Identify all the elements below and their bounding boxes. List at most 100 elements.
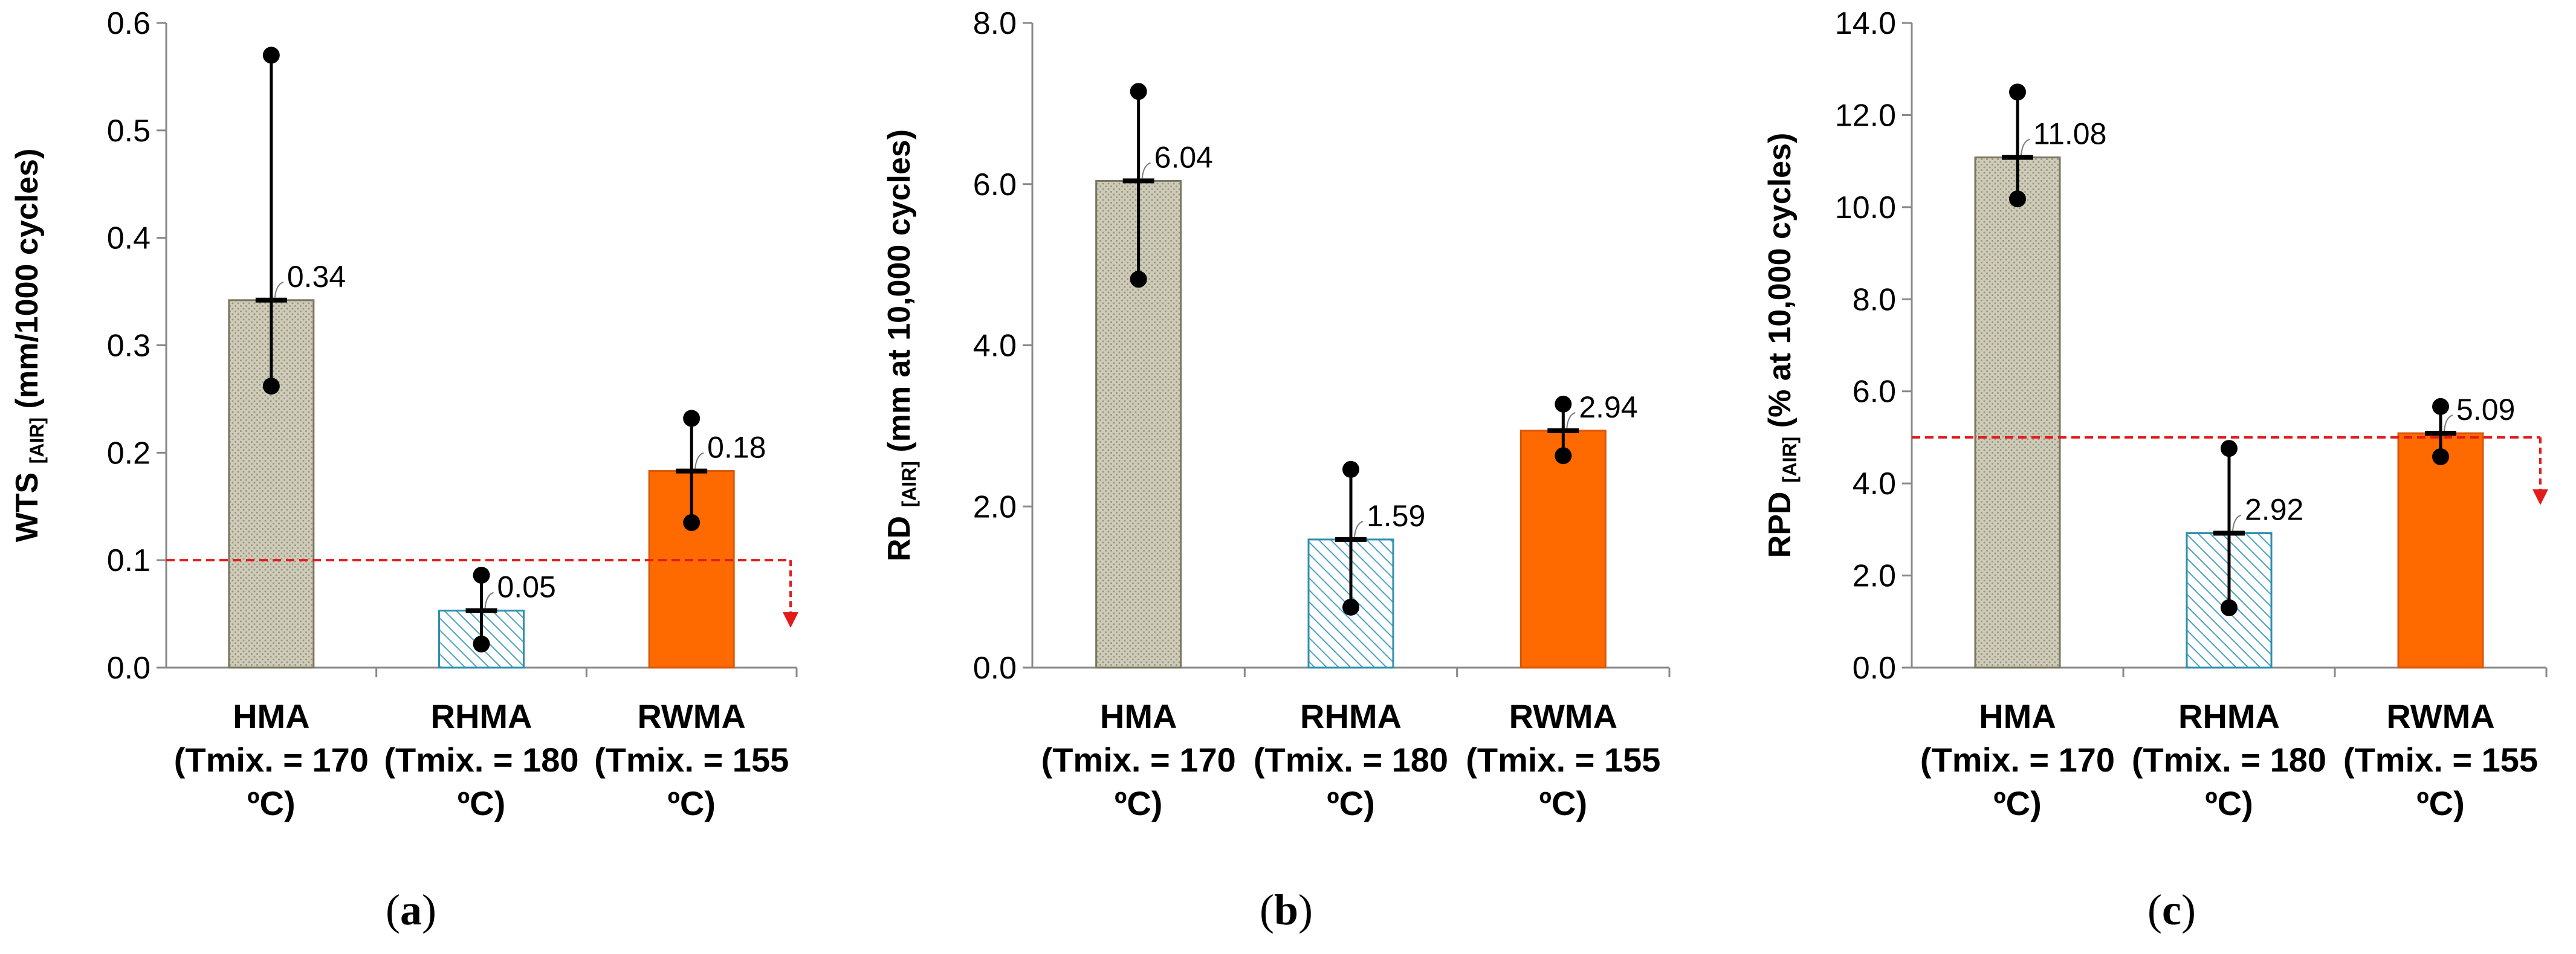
y-tick-label: 14.0 [1835,6,1896,41]
error-max-point [683,410,701,427]
y-axis-label-subscript: [AIR] [26,417,48,463]
data-label-leader [694,452,704,469]
category-label: ºC) [1115,784,1163,822]
y-tick-label: 0.4 [107,221,150,256]
data-label-leader [2232,514,2242,531]
panel-label-open: ( [386,886,400,934]
category-label: ºC) [667,784,716,822]
y-tick-label: 0.2 [107,436,150,471]
data-label-leader [274,281,284,298]
panel-label-letter: b [1274,886,1298,934]
category-label: ºC) [1327,784,1375,822]
y-axis-label: WTS [AIR] (mm/1000 cycles) [10,149,48,543]
data-label-leader [2021,138,2030,155]
panel-label-open: ( [2147,886,2162,934]
category-label: HMA [1979,697,2056,735]
data-label-leader [1354,520,1364,538]
category-label: (Tmix. = 155 [1466,741,1660,779]
data-label: 2.92 [2245,492,2303,526]
chart-panel-a: 0.0 0.1 0.2 0.3 0.4 0.5 0.6 WTS [AIR] (mm/1000 … [10,6,798,934]
data-label: 0.34 [287,260,346,294]
y-axis-label-main: RPD [1762,483,1798,558]
panel-label-close: ) [1298,886,1313,934]
y-tick-label: 8.0 [1853,282,1896,317]
error-min-point [1130,271,1147,288]
data-label: 5.09 [2456,393,2515,427]
threshold-arrow-head [783,612,798,628]
category-label: HMA [233,697,310,735]
category-label: (Tmix. = 170 [1041,741,1236,779]
error-max-point [1130,83,1147,100]
category-label: (Tmix. = 180 [2132,741,2326,779]
y-axis-label-subscript: [AIR] [898,461,920,507]
y-axis-label-unit: (mm at 10,000 cycles) [882,129,917,461]
chart-panel-c: 0.0 2.0 4.0 6.0 8.0 10.0 12.0 14.0 RPD [AIR] (% … [1762,6,2548,934]
y-tick-label: 12.0 [1835,98,1896,133]
category-label: RWMA [2386,697,2494,735]
y-tick-label: 0.3 [107,329,150,364]
panel-label: (a) [386,886,436,934]
panel-label: (b) [1260,886,1313,934]
category-label: RWMA [1509,697,1617,735]
error-min-point [1342,598,1359,616]
category-label: (Tmix. = 170 [1920,741,2115,779]
y-axis-label-unit: (mm/1000 cycles) [10,149,45,417]
bar-rwma [1519,430,1607,669]
error-min-point [1555,447,1572,465]
y-tick-label: 4.0 [973,329,1017,364]
data-label-leader [2444,414,2453,431]
y-tick-label: 6.0 [1853,375,1896,410]
data-label: 11.08 [2033,117,2106,151]
y-tick-label: 2.0 [1853,559,1896,594]
y-axis-label-subscript: [AIR] [1779,437,1801,483]
category-label: (Tmix. = 180 [384,741,578,779]
category-label: ºC) [458,784,506,822]
panel-label: (c) [2147,886,2196,934]
data-label: 6.04 [1154,140,1213,174]
category-label: (Tmix. = 155 [2343,741,2538,779]
panel-label-close: ) [422,886,436,934]
category-label: RHMA [1300,697,1402,735]
y-tick-label: 0.0 [107,651,150,686]
error-min-point [2009,190,2026,208]
error-max-point [2432,398,2449,415]
category-label: ºC) [2416,784,2465,822]
y-tick-label: 6.0 [973,167,1017,202]
panel-label-open: ( [1260,886,1274,934]
data-label-leader [1566,411,1576,428]
y-axis-label-main: WTS [10,463,45,542]
category-label: (Tmix. = 155 [594,741,789,779]
bar-rwma [648,470,735,669]
error-min-point [2221,599,2238,616]
data-label: 1.59 [1367,499,1425,533]
category-label: RHMA [431,697,532,735]
category-label: ºC) [1993,784,2042,822]
data-label: 0.05 [497,570,556,604]
category-label: ºC) [247,784,296,822]
y-tick-label: 4.0 [1853,466,1896,501]
y-tick-label: 0.0 [1853,651,1896,686]
category-label: ºC) [1539,784,1588,822]
chart-panel-b: 0.0 2.0 4.0 6.0 8.0 RD [AIR] (mm at 10,000 cy… [882,6,1671,934]
panel-label-close: ) [2181,886,2196,934]
y-axis-label-unit: (% at 10,000 cycles) [1762,133,1798,437]
y-tick-label: 0.5 [107,114,150,149]
y-tick-label: 0.6 [107,6,150,41]
error-max-point [2221,440,2238,457]
error-max-point [473,567,490,584]
y-axis-label: RPD [AIR] (% at 10,000 cycles) [1762,133,1801,558]
threshold-arrow-head [2532,489,2548,505]
bar-hma [1974,156,2061,669]
error-max-point [1555,395,1572,413]
y-tick-label: 0.1 [107,543,150,578]
data-label: 0.18 [707,431,766,465]
category-label: HMA [1100,697,1177,735]
y-tick-label: 10.0 [1835,190,1896,225]
y-axis-label: RD [AIR] (mm at 10,000 cycles) [882,129,920,561]
y-tick-label: 2.0 [973,489,1017,524]
category-label: RHMA [2178,697,2280,735]
error-min-point [683,514,701,531]
category-label: ºC) [2205,784,2253,822]
data-label-leader [484,591,494,608]
